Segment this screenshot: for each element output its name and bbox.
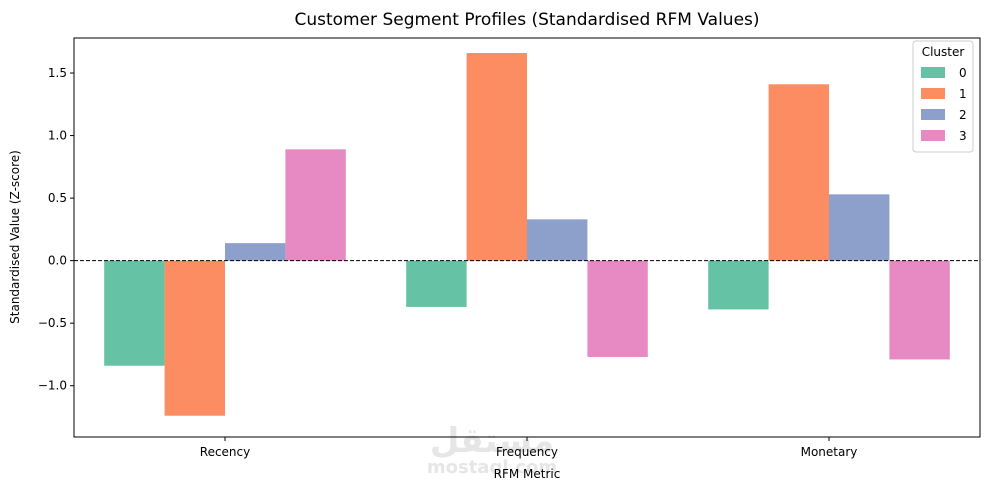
legend-label: 2 bbox=[959, 108, 967, 122]
y-tick-label: −0.5 bbox=[38, 316, 67, 330]
y-tick-label: 0.5 bbox=[48, 191, 67, 205]
bar-recency-cluster-0 bbox=[104, 260, 165, 366]
legend-label: 3 bbox=[959, 129, 967, 143]
watermark-latin: mostaql.com bbox=[427, 457, 557, 478]
x-tick-label: Frequency bbox=[496, 445, 558, 459]
y-tick-label: 0.0 bbox=[48, 254, 67, 268]
watermark: مستقل mostaql.com bbox=[427, 421, 557, 478]
bar-frequency-cluster-2 bbox=[527, 219, 588, 261]
legend-label: 1 bbox=[959, 87, 967, 101]
y-axis-label: Standardised Value (Z-score) bbox=[8, 150, 22, 324]
legend-swatch bbox=[921, 88, 945, 99]
x-axis-label: RFM Metric bbox=[494, 467, 561, 481]
x-tick-label: Monetary bbox=[801, 445, 858, 459]
legend-title: Cluster bbox=[922, 45, 965, 59]
x-axis: Recency Frequency Monetary bbox=[200, 437, 858, 459]
x-tick-label: Recency bbox=[200, 445, 250, 459]
watermark-arabic: مستقل bbox=[430, 421, 554, 461]
y-tick-label: 1.5 bbox=[48, 66, 67, 80]
bar-monetary-cluster-3 bbox=[889, 260, 950, 360]
legend-swatch bbox=[921, 130, 945, 141]
legend-label: 0 bbox=[959, 66, 967, 80]
bar-frequency-cluster-3 bbox=[587, 260, 648, 357]
y-tick-label: −1.0 bbox=[38, 379, 67, 393]
bar-recency-cluster-2 bbox=[225, 243, 286, 261]
bar-recency-cluster-3 bbox=[285, 149, 346, 261]
bar-frequency-cluster-0 bbox=[406, 260, 467, 307]
y-axis: −1.0 −0.5 0.0 0.5 1.0 1.5 bbox=[38, 66, 74, 393]
bars bbox=[104, 53, 950, 416]
bar-frequency-cluster-1 bbox=[466, 53, 527, 261]
bar-monetary-cluster-2 bbox=[829, 194, 890, 261]
bar-recency-cluster-1 bbox=[164, 260, 225, 416]
bar-monetary-cluster-1 bbox=[768, 84, 829, 261]
y-tick-label: 1.0 bbox=[48, 129, 67, 143]
bar-monetary-cluster-0 bbox=[708, 260, 769, 310]
legend: Cluster 0 1 2 3 bbox=[912, 40, 974, 153]
legend-swatch bbox=[921, 67, 945, 78]
legend-swatch bbox=[921, 109, 945, 120]
chart-title: Customer Segment Profiles (Standardised … bbox=[294, 10, 759, 30]
